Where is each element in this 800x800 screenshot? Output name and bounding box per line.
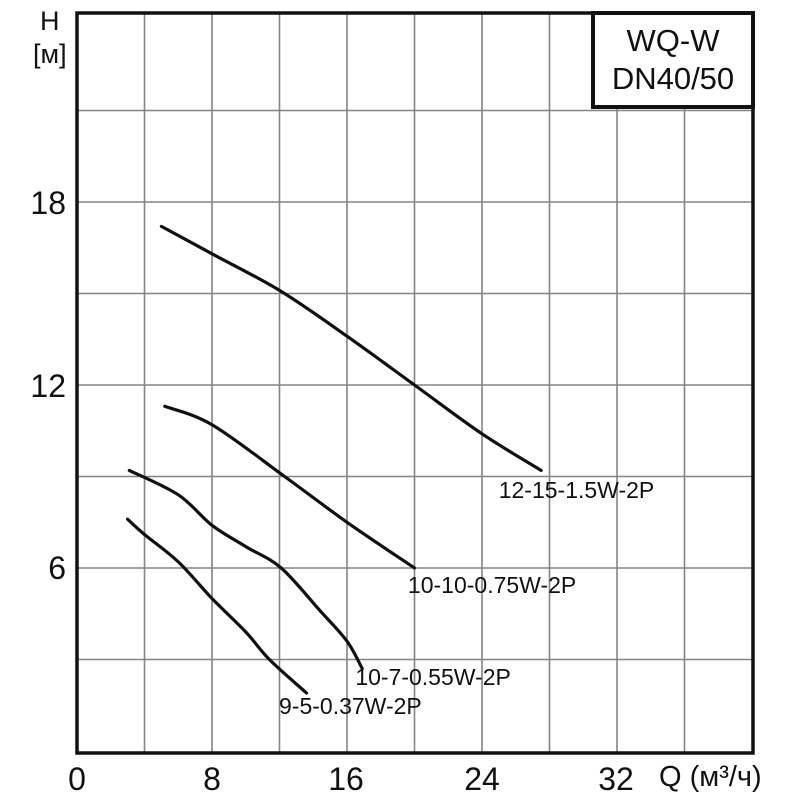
curve-12-15-1.5w-2p [159,224,543,472]
x-tick-24: 24 [464,761,500,797]
curve-label-12-15-1.5w-2p: 12-15-1.5W-2P [499,477,655,503]
plot-frame [75,11,755,755]
curve-label-10-10-0.75w-2p: 10-10-0.75W-2P [408,572,576,598]
model-title-box: WQ-W DN40/50 [591,11,755,109]
x-axis-label: Q (м³/ч) [659,761,762,793]
x-tick-32: 32 [598,761,634,797]
curve-10-7-0.55w-2p [127,468,364,671]
x-tick-16: 16 [328,761,364,797]
y-tick-6: 6 [48,550,66,586]
x-tick-8: 8 [203,761,221,797]
y-tick-18: 18 [30,185,66,221]
y-axis-label: H [40,6,60,36]
curve-10-10-0.75w-2p [163,404,417,570]
x-tick-0: 0 [68,761,86,797]
model-dn-size: DN40/50 [611,61,735,96]
model-series-name: WQ-W [626,23,720,58]
y-tick-12: 12 [30,368,66,404]
curve-9-5-0.37w-2p [126,517,309,695]
y-axis-unit: [м] [33,39,67,69]
curve-label-10-7-0.55w-2p: 10-7-0.55W-2P [355,664,511,690]
curve-label-9-5-0.37w-2p: 9-5-0.37W-2P [279,693,422,719]
